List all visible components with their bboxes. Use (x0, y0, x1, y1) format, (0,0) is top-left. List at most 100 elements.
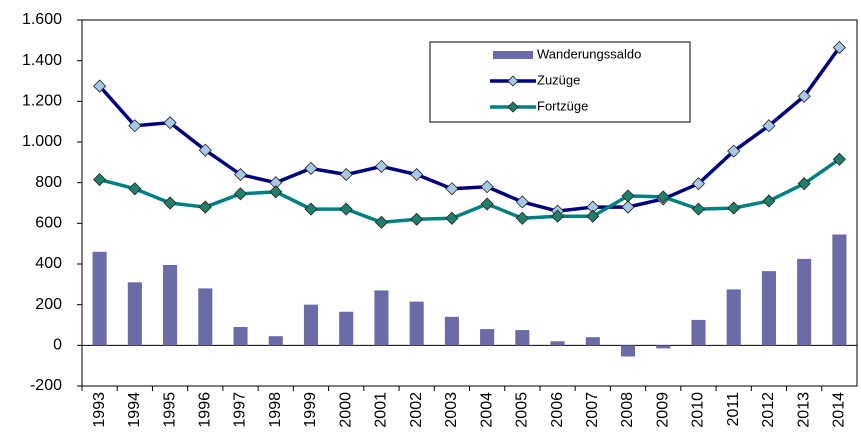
bar (444, 316, 459, 346)
x-tick-label: 2012 (760, 392, 777, 428)
marker (515, 211, 529, 225)
x-tick-label: 1998 (267, 392, 284, 428)
bar (620, 345, 636, 357)
marker (762, 194, 776, 208)
marker (163, 116, 177, 130)
x-tick-label: 1994 (126, 392, 143, 428)
bar (127, 282, 142, 346)
x-tick-label: 2002 (408, 392, 425, 428)
marker (374, 159, 388, 173)
bar (163, 265, 178, 346)
marker (198, 143, 212, 157)
marker (727, 144, 741, 158)
marker (410, 212, 424, 226)
x-tick-label: 2003 (443, 392, 460, 428)
marker (163, 196, 177, 210)
marker (304, 161, 318, 175)
x-tick-label: 2000 (337, 392, 354, 428)
legend-label: Wanderungssaldo (537, 46, 641, 61)
x-tick-label: 2001 (373, 392, 390, 428)
x-tick-label: 2004 (478, 392, 495, 428)
bar (480, 329, 495, 346)
marker (832, 152, 846, 166)
y-tick-label: 400 (35, 255, 62, 272)
bar (268, 336, 283, 346)
bar (761, 271, 776, 346)
x-tick-label: 2006 (549, 392, 566, 428)
x-tick-label: 2008 (619, 392, 636, 428)
marker (727, 201, 741, 215)
x-tick-label: 1993 (91, 392, 108, 428)
marker (128, 182, 142, 196)
marker (480, 180, 494, 194)
x-tick-label: 2007 (584, 392, 601, 428)
marker (691, 177, 706, 191)
bar (797, 258, 812, 346)
marker (198, 200, 212, 214)
bar (374, 290, 389, 346)
bar (233, 327, 248, 346)
bar (303, 304, 319, 346)
marker (410, 167, 424, 182)
x-tick-label: 1996 (197, 392, 214, 428)
legend-label: Zuzüge (537, 72, 580, 87)
legend: Wanderungssaldo Zuzüge Fortzüge (429, 41, 691, 123)
marker (233, 167, 248, 182)
marker (339, 202, 353, 216)
marker (621, 200, 635, 214)
marker (339, 167, 353, 182)
marker (656, 190, 670, 204)
marker (832, 40, 846, 55)
line (99, 157, 841, 225)
marker (93, 173, 107, 187)
bar (550, 341, 565, 346)
legend-box (429, 41, 691, 123)
bar (726, 289, 741, 346)
marker (797, 177, 811, 191)
x-tick-label: 2009 (654, 392, 671, 428)
bar (515, 330, 530, 346)
marker (233, 187, 248, 201)
legend-marker (507, 101, 519, 113)
bar (691, 319, 706, 346)
y-tick-label: 1.600 (22, 11, 62, 28)
bar (585, 337, 600, 346)
marker (93, 79, 107, 93)
y-tick-label: 600 (35, 215, 62, 232)
marker (304, 202, 318, 216)
x-tick-label: 2011 (725, 392, 742, 427)
x-tick-label: 1999 (302, 392, 319, 428)
marker (621, 189, 635, 203)
marker (797, 89, 811, 103)
marker (374, 215, 388, 229)
x-tick-label: 2013 (795, 392, 812, 428)
legend-marker (507, 75, 519, 87)
y-tick-label: 200 (35, 296, 62, 313)
bar (409, 301, 424, 346)
marker (480, 197, 494, 211)
line (98, 46, 841, 213)
marker (586, 209, 600, 223)
marker (445, 182, 459, 196)
x-tick-label: 2005 (514, 392, 531, 428)
bar (339, 311, 354, 346)
y-tick-label: 0 (53, 337, 62, 354)
y-tick-label: -200 (30, 377, 62, 394)
y-tick-label: 1.400 (22, 52, 62, 69)
marker (445, 211, 459, 225)
x-tick-label: 1995 (161, 392, 178, 428)
marker (762, 119, 776, 133)
x-tick-label: 2010 (690, 392, 707, 428)
marker (269, 185, 283, 199)
x-tick-label: 2014 (831, 392, 848, 428)
marker (515, 195, 529, 209)
legend-swatch (493, 51, 533, 59)
legend-label: Fortzüge (537, 98, 588, 113)
marker (128, 119, 142, 133)
bar (832, 234, 847, 346)
marker (551, 209, 565, 223)
y-tick-label: 1.200 (22, 93, 62, 110)
marker (691, 202, 706, 216)
